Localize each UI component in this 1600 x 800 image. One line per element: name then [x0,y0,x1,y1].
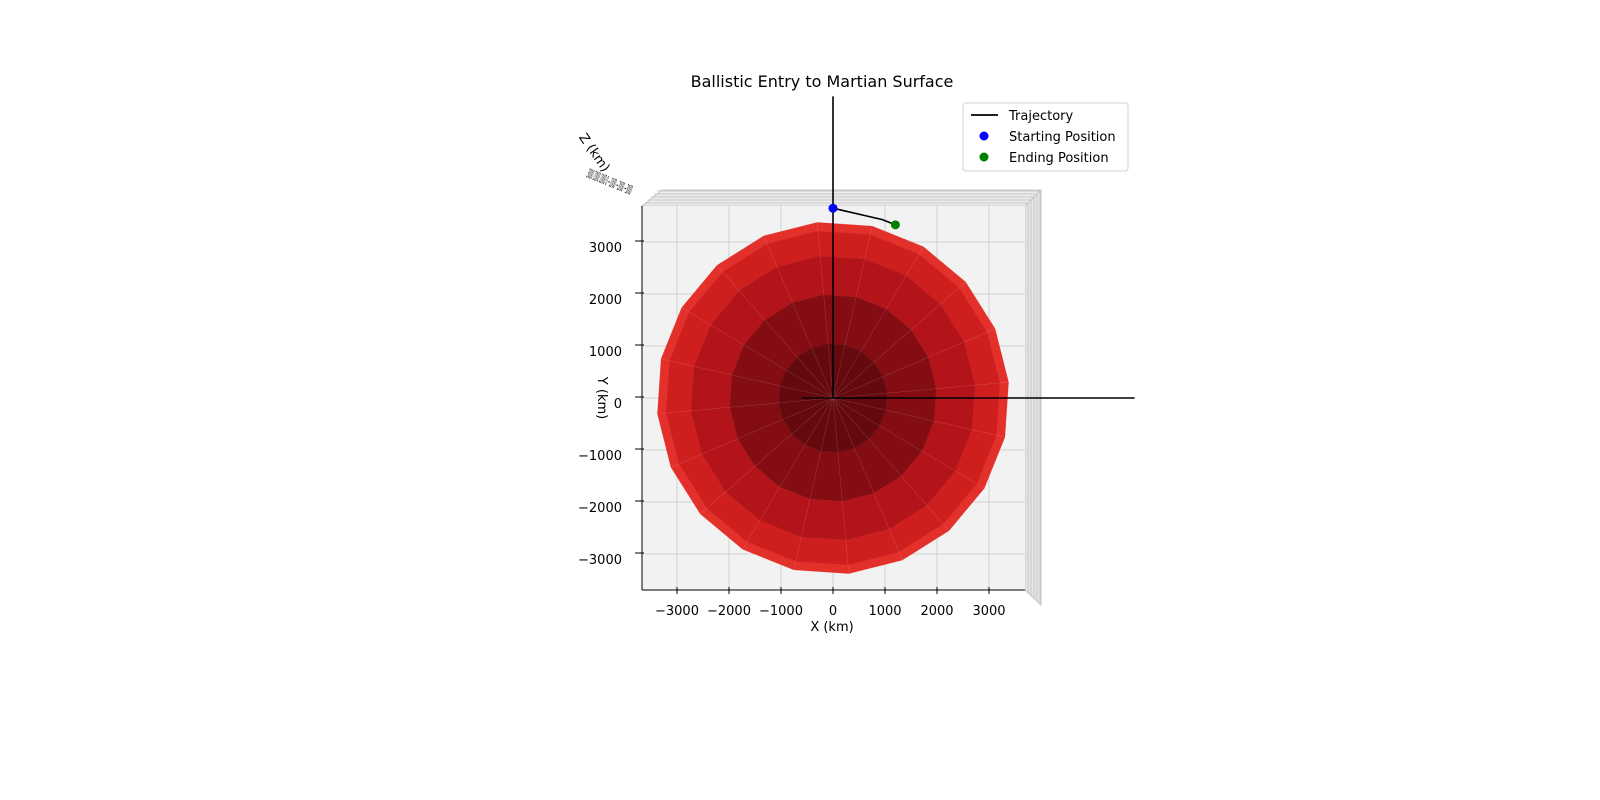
y-tick-label: −2000 [578,501,622,516]
legend-label: Ending Position [1009,151,1109,166]
legend-marker-swatch [979,131,989,141]
planet-meridian [832,281,966,399]
planet-meridian [681,307,834,399]
planet-meridian [832,397,985,489]
legend-label: Starting Position [1009,130,1116,145]
planet-facet [817,230,871,260]
planet-meridian [832,246,924,399]
x-tick-label: 1000 [868,604,901,619]
planet-meridian [661,358,834,399]
planet-meridian [763,235,834,399]
ending-position-marker [890,220,900,230]
y-tick-label: −1000 [578,449,622,464]
planet-meridian [793,397,834,570]
planet-facet [795,536,849,566]
pane-top-wall [640,189,1043,207]
legend-box [962,102,1129,172]
planet-meridian [670,397,834,468]
y-axis-label: Y (km) [594,376,609,419]
planet-meridian [832,397,850,574]
planet-meridian [657,397,834,415]
legend: Trajectory Starting Position Ending Positi… [962,102,1129,172]
planet-facet [665,360,695,414]
starting-position-marker [828,203,838,213]
planet-facet [971,382,1001,436]
planet-meridian [832,381,1009,399]
x-axis-label: X (km) [810,620,853,635]
legend-marker-swatch [979,152,989,162]
trajectory [828,203,900,230]
axis-ticks: −3000 −2000 −1000 0 1000 2000 3000 −3000 −2000 −1… [578,206,1025,619]
chart-title: Ballistic Entry to Martian Surface [691,72,954,91]
y-tick-label: 1000 [589,345,622,360]
planet-meridian [832,328,996,399]
trajectory-line [832,207,896,226]
x-tick-label: −3000 [655,604,699,619]
x-tick-label: 0 [829,604,837,619]
legend-label: Trajectory [1008,109,1073,124]
planet-meridian [832,397,1005,438]
planet-meridian [716,265,834,399]
planet-meridian [832,397,950,531]
planet-meridian [832,397,903,561]
x-tick-label: 3000 [972,604,1005,619]
reference-axes [801,96,1135,399]
x-tick-label: −1000 [759,604,803,619]
y-tick-label: 2000 [589,293,622,308]
x-tick-label: 2000 [920,604,953,619]
planet-meridian [816,222,834,399]
planet-meridian [742,397,834,550]
x-tick-label: −2000 [707,604,751,619]
y-tick-label: 3000 [589,241,622,256]
y-tick-label: −3000 [578,553,622,568]
planet-meridian [832,226,873,399]
y-tick-label: 0 [614,397,622,412]
z-axis-tick-labels: 3000 2000 1000 0 −1000 −2000 −3000 [584,167,634,199]
planet-meridian [700,397,834,515]
